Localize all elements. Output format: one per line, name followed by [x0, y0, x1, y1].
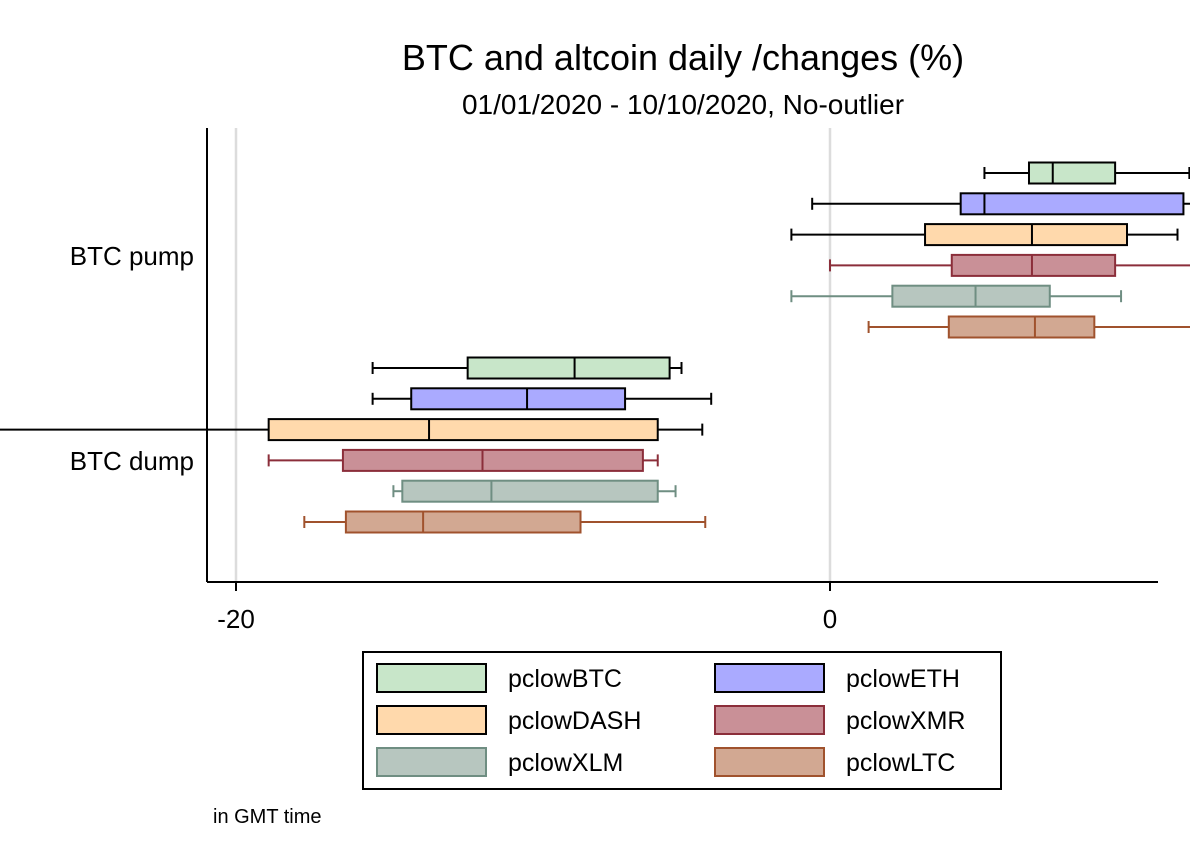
x-tick-label: -20: [217, 604, 255, 634]
box-pclowltc-0: [867, 315, 1190, 339]
chart-title: BTC and altcoin daily /changes (%): [402, 37, 964, 78]
box-pclowdash-1: [0, 418, 704, 442]
iqr-box: [410, 387, 627, 411]
iqr-box: [341, 448, 644, 472]
legend-swatch: [376, 705, 487, 735]
box-pclowxlm-0: [790, 284, 1123, 308]
iqr-box: [924, 223, 1128, 247]
plot-area: [0, 161, 1190, 534]
legend-swatch: [376, 747, 487, 777]
iqr-box: [950, 253, 1117, 277]
box-pclowltc-1: [303, 510, 707, 534]
legend-label: pclowXLM: [508, 749, 623, 777]
legend-swatch: [714, 705, 825, 735]
category-label: BTC pump: [70, 241, 194, 271]
iqr-box: [947, 315, 1096, 339]
box-pclowxlm-1: [392, 479, 677, 503]
legend-label: pclowXMR: [846, 707, 965, 735]
box-pclowbtc-1: [371, 356, 683, 380]
iqr-box: [267, 418, 659, 442]
iqr-box: [466, 356, 671, 380]
legend-label: pclowETH: [846, 665, 960, 693]
category-label: BTC dump: [70, 446, 194, 476]
legend-swatch: [376, 663, 487, 693]
box-pcloweth-0: [811, 192, 1190, 216]
legend-label: pclowBTC: [508, 665, 622, 693]
iqr-box: [344, 510, 582, 534]
legend-label: pclowLTC: [846, 749, 955, 777]
chart-subtitle: 01/01/2020 - 10/10/2020, No-outlier: [462, 89, 904, 120]
x-tick-label: 0: [823, 604, 837, 634]
box-pcloweth-1: [371, 387, 713, 411]
iqr-box: [891, 284, 1051, 308]
legend: pclowBTC pclowETH pclowDASH pclowXMR pclowXL…: [362, 651, 1002, 790]
legend-swatch: [714, 747, 825, 777]
box-pclowxmr-0: [829, 253, 1190, 277]
box-pclowxmr-1: [267, 448, 659, 472]
iqr-box: [959, 192, 1185, 216]
legend-swatch: [714, 663, 825, 693]
box-pclowdash-0: [790, 223, 1179, 247]
legend-label: pclowDASH: [508, 707, 641, 735]
box-pclowbtc-0: [983, 161, 1190, 185]
iqr-box: [1027, 161, 1117, 185]
footnote: in GMT time: [213, 806, 322, 828]
iqr-box: [401, 479, 659, 503]
